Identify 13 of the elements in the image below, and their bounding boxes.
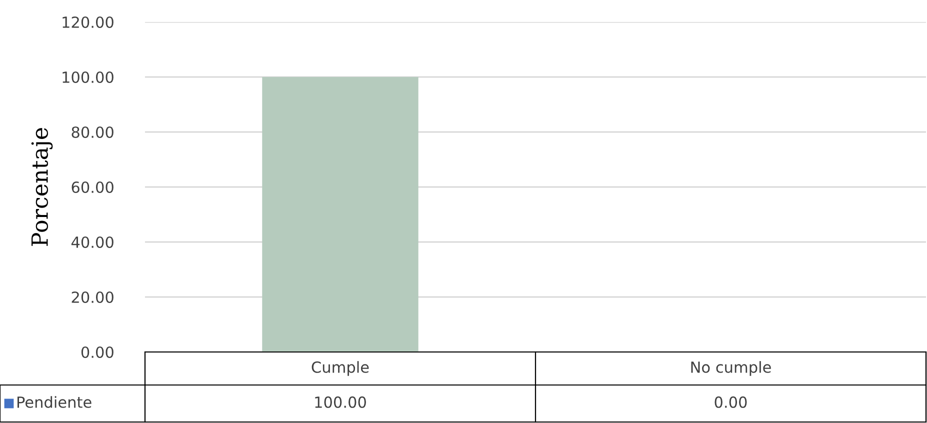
x-tick-label: Cumple: [312, 361, 369, 376]
y-tick-label: 100.00: [62, 71, 114, 84]
y-tick-label: 20.00: [72, 291, 114, 304]
y-tick-label: 0.00: [81, 346, 114, 358]
y-tick-label: 40.00: [71, 236, 114, 248]
text: Pendiente: [18, 396, 92, 408]
y-tick-label: 80.00: [72, 126, 114, 138]
data-label: 0.00: [714, 396, 747, 408]
data-label: 100.00: [315, 396, 366, 408]
y-axis-title: Porcentaje: [31, 128, 53, 246]
y-tick-label: 60.00: [72, 181, 114, 194]
x-tick-label: No cumple: [691, 361, 771, 376]
y-tick-label: 120.00: [62, 16, 114, 28]
